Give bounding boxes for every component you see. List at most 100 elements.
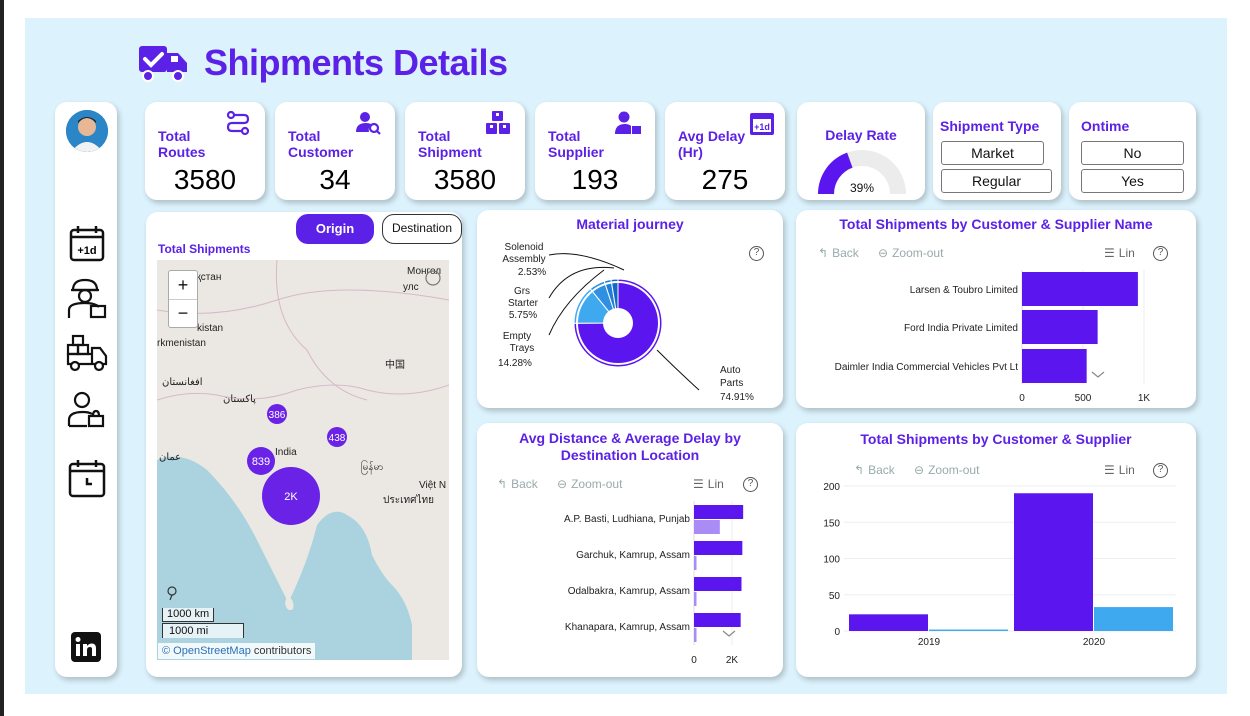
material-journey-card: Material journey ? Solenoid Assembly 2.5…	[477, 210, 783, 408]
bar[interactable]	[1022, 310, 1098, 344]
map-place-label: kistan	[197, 323, 223, 334]
kpi-card-total-shipment: Total Shipment 3580	[405, 102, 525, 200]
kpi-value: 3580	[173, 164, 237, 195]
avg-distance-delay-card: Avg Distance & Average Delay by Destinati…	[477, 423, 783, 677]
map-cluster[interactable]: 438	[327, 427, 347, 447]
customer-supplier-year-bar-chart: 0 50 100 150 200 2019 2020	[823, 482, 1176, 648]
bar[interactable]	[929, 629, 1008, 631]
map-scale-km: 1000 km	[162, 608, 214, 622]
map-cluster[interactable]: 839	[247, 447, 275, 475]
bar[interactable]	[849, 614, 928, 631]
back-button[interactable]: ↰ Back	[854, 463, 895, 477]
customer-supplier-name-title: Total Shipments by Customer & Supplier N…	[839, 216, 1153, 232]
bar-avg-distance[interactable]	[694, 613, 741, 627]
svg-text:2K: 2K	[284, 491, 298, 503]
map-location-icon[interactable]	[167, 586, 177, 601]
calendar-clock-icon[interactable]	[65, 456, 109, 500]
bar-avg-delay[interactable]	[694, 592, 697, 606]
linkedin-icon[interactable]	[71, 632, 101, 662]
zoom-out-tool[interactable]: ⊖ Zoom-out	[557, 477, 623, 491]
bar[interactable]	[1022, 349, 1087, 383]
slice-label: Starter	[508, 298, 539, 309]
shipment-type-regular-button[interactable]: Regular	[941, 169, 1052, 193]
slice-label: Parts	[720, 378, 743, 389]
openstreetmap-link[interactable]: © OpenStreetMap	[162, 645, 251, 657]
delivery-worker-icon[interactable]	[65, 276, 109, 320]
page-title: Shipments Details	[204, 42, 508, 83]
chevron-down-icon[interactable]	[722, 630, 736, 637]
svg-text:438: 438	[329, 433, 346, 444]
zoom-out-icon: ⊖	[557, 477, 568, 491]
kpi-card-avg-delay: +1d Avg Delay (Hr) 275	[665, 102, 785, 200]
bar[interactable]	[1014, 493, 1093, 631]
lin-toggle[interactable]: ☰ Lin	[693, 477, 724, 491]
map-place-label: မြန်မာ	[361, 459, 383, 475]
help-icon[interactable]: ?	[1153, 463, 1168, 478]
chevron-down-icon[interactable]	[1091, 371, 1105, 378]
x-tick-label: 500	[1075, 393, 1092, 404]
map-title: Total Shipments	[158, 242, 251, 256]
list-icon: ☰	[693, 477, 704, 491]
slice-label: Auto	[720, 365, 741, 376]
map-help-icon[interactable]	[425, 270, 441, 286]
kpi-value: 3580	[433, 164, 497, 195]
shipment-type-title: Shipment Type	[940, 118, 1040, 134]
bar[interactable]	[1094, 607, 1173, 631]
help-icon[interactable]: ?	[743, 477, 758, 492]
x-tick-label: 1K	[1138, 393, 1151, 404]
slice-label: Grs	[514, 286, 530, 297]
bar-avg-distance[interactable]	[694, 577, 742, 591]
kpi-value: 34	[319, 164, 351, 195]
map-view[interactable]: Қазақстан Монгол улс kistan rkmenistan 中…	[157, 260, 449, 660]
category-label: Garchuk, Kamrup, Assam	[576, 550, 690, 561]
slice-label: Assembly	[502, 254, 545, 265]
zoom-in-button[interactable]: +	[169, 271, 197, 300]
map-cluster[interactable]: 386	[267, 404, 287, 424]
bar[interactable]	[1022, 272, 1138, 306]
bar-avg-distance[interactable]	[694, 505, 744, 519]
origin-button[interactable]: Origin	[296, 214, 374, 244]
zoom-out-button[interactable]: −	[177, 303, 189, 323]
shipment-type-market-button[interactable]: Market	[941, 141, 1044, 165]
zoom-out-tool[interactable]: ⊖ Zoom-out	[878, 246, 944, 260]
help-icon[interactable]: ?	[749, 246, 764, 261]
pie-slice[interactable]	[573, 278, 663, 368]
avatar[interactable]	[66, 110, 108, 152]
bar-avg-delay[interactable]	[694, 520, 720, 534]
kpi-card-total-customer: Total Customer 34	[275, 102, 395, 200]
zoom-out-tool[interactable]: ⊖ Zoom-out	[914, 463, 980, 477]
kpi-value: 193	[571, 164, 619, 195]
svg-text:839: 839	[252, 456, 270, 468]
ontime-no-button[interactable]: No	[1081, 141, 1184, 165]
material-journey-pie[interactable]: Solenoid Assembly 2.53% Grs Starter 5.75…	[477, 210, 783, 408]
kpi-title: Avg Delay (Hr)	[678, 128, 746, 160]
back-button[interactable]: ↰ Back	[497, 477, 538, 491]
category-label: Daimler India Commercial Vehicles Pvt Lt	[835, 362, 1019, 373]
material-journey-title: Material journey	[576, 216, 684, 232]
bar-avg-delay[interactable]	[694, 556, 697, 570]
map-cluster[interactable]: 2K	[262, 467, 320, 525]
delay-rate-title: Delay Rate	[825, 127, 897, 143]
boxes-icon	[486, 111, 510, 134]
destination-button[interactable]: Destination	[382, 214, 462, 244]
sidebar: +1d	[55, 102, 117, 677]
truck-boxes-icon[interactable]	[65, 330, 109, 374]
supplier-icon[interactable]	[65, 388, 109, 432]
ontime-yes-button[interactable]: Yes	[1081, 169, 1184, 193]
category-label: A.P. Basti, Ludhiana, Punjab	[564, 514, 690, 525]
y-tick-label: 0	[834, 627, 840, 638]
x-tick-label: 0	[1019, 393, 1025, 404]
avg-distance-delay-bar-chart: A.P. Basti, Ludhiana, Punjab Garchuk, Kam…	[564, 501, 744, 666]
lin-toggle[interactable]: ☰ Lin	[1104, 246, 1135, 260]
y-tick-label: 200	[823, 482, 840, 493]
bar-avg-distance[interactable]	[694, 541, 743, 555]
calendar-plus1d-icon[interactable]: +1d	[65, 222, 109, 266]
delay-rate-card: Delay Rate 39%	[797, 102, 925, 200]
help-icon[interactable]: ?	[1153, 246, 1168, 261]
svg-text:386: 386	[269, 410, 286, 421]
y-tick-label: 100	[823, 555, 840, 566]
bar-avg-delay[interactable]	[694, 628, 697, 642]
lin-toggle[interactable]: ☰ Lin	[1104, 463, 1135, 477]
map-place-label: 中国	[385, 358, 405, 371]
back-button[interactable]: ↰ Back	[818, 246, 859, 260]
